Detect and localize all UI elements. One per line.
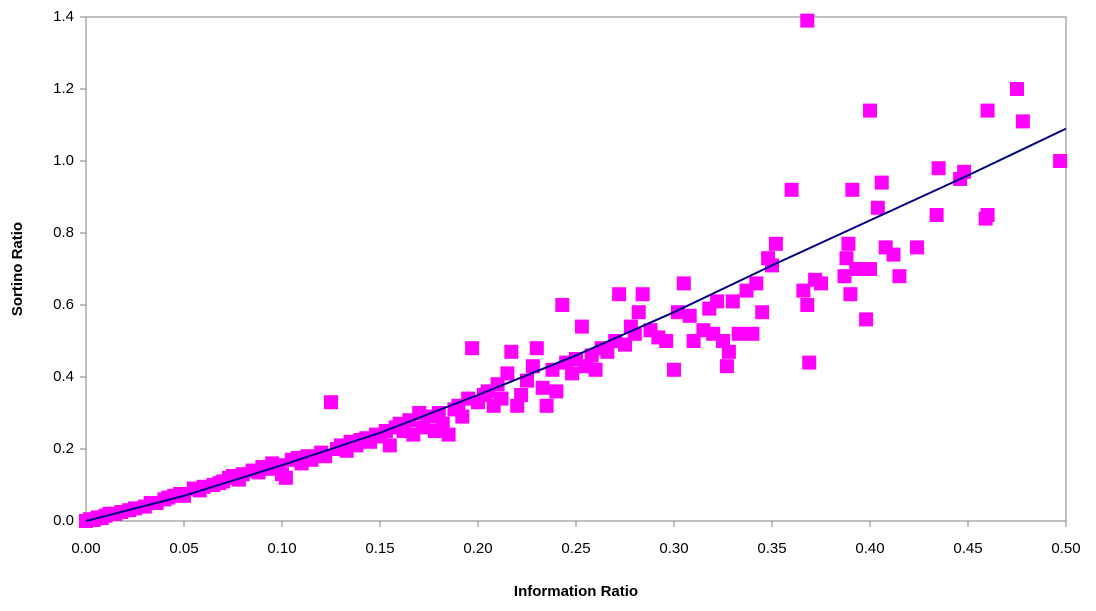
x-axis-title: Information Ratio	[514, 583, 638, 600]
point	[588, 362, 603, 377]
point	[800, 298, 815, 312]
y-tick-label: 0.0	[53, 512, 74, 529]
y-tick-label: 0.4	[53, 368, 74, 385]
point	[435, 416, 450, 431]
point	[1015, 114, 1030, 129]
point	[539, 398, 554, 413]
point	[631, 305, 646, 320]
point	[837, 269, 852, 284]
y-tick-label: 0.6	[53, 296, 74, 313]
point	[510, 398, 525, 413]
y-tick-label: 0.2	[53, 440, 74, 457]
x-tick-label: 0.30	[659, 540, 688, 557]
x-tick-label: 0.25	[561, 540, 590, 557]
point	[796, 283, 811, 298]
x-tick-label: 0.35	[757, 540, 786, 557]
x-tick-label: 0.05	[169, 540, 198, 557]
y-tick-label: 1.0	[53, 152, 74, 169]
point	[710, 294, 725, 309]
point	[686, 334, 701, 348]
point	[635, 287, 650, 302]
point	[465, 341, 480, 356]
point	[886, 247, 901, 262]
point	[1053, 154, 1068, 168]
point	[839, 251, 854, 266]
point	[802, 355, 817, 370]
point	[910, 240, 925, 255]
x-tick-label: 0.50	[1051, 540, 1080, 557]
point	[441, 427, 456, 442]
point	[768, 236, 783, 251]
y-tick-label: 1.2	[53, 80, 74, 97]
point	[980, 103, 995, 118]
y-tick-label: 0.8	[53, 224, 74, 241]
point	[870, 200, 885, 215]
point	[721, 344, 736, 359]
point	[574, 319, 589, 334]
point	[500, 366, 515, 381]
point	[731, 326, 746, 341]
point	[529, 341, 544, 356]
x-tick-label: 0.40	[855, 540, 884, 557]
point	[784, 182, 799, 197]
trendline	[85, 127, 1067, 522]
point	[749, 276, 764, 291]
y-axis-title: Sortino Ratio	[9, 222, 26, 316]
point	[849, 262, 864, 276]
point	[892, 269, 907, 284]
point	[565, 366, 580, 381]
point	[719, 359, 734, 374]
x-tick-label: 0.10	[267, 540, 296, 557]
point	[841, 236, 856, 251]
point	[416, 420, 431, 435]
point	[800, 13, 815, 28]
point	[278, 470, 293, 485]
point	[600, 344, 615, 359]
x-tick-label: 0.45	[953, 540, 982, 557]
point	[929, 208, 944, 222]
point	[324, 395, 338, 410]
point	[863, 262, 877, 276]
point	[455, 409, 470, 424]
point	[612, 287, 627, 302]
point	[725, 294, 740, 309]
point	[682, 308, 697, 323]
point	[716, 334, 730, 348]
y-tick-label: 1.4	[53, 8, 74, 25]
point	[514, 388, 529, 402]
x-tick-label: 0.20	[463, 540, 492, 557]
point	[755, 305, 770, 320]
x-tick-label: 0.00	[71, 540, 100, 557]
point	[525, 359, 540, 374]
point	[874, 175, 889, 190]
point	[494, 391, 509, 406]
point	[618, 337, 632, 352]
point	[549, 384, 564, 399]
point	[382, 438, 397, 453]
x-tick-label: 0.15	[365, 540, 394, 557]
point	[676, 276, 691, 291]
point	[814, 276, 828, 291]
point	[1010, 82, 1024, 96]
point	[504, 344, 519, 359]
point	[845, 182, 860, 197]
point	[667, 362, 681, 377]
point	[659, 334, 674, 348]
point	[745, 326, 760, 341]
point	[863, 103, 877, 118]
point	[859, 312, 874, 327]
point	[931, 161, 946, 176]
point	[843, 287, 858, 302]
point	[555, 298, 570, 312]
plot-area	[85, 16, 1067, 522]
point	[535, 380, 550, 395]
point	[980, 208, 995, 222]
